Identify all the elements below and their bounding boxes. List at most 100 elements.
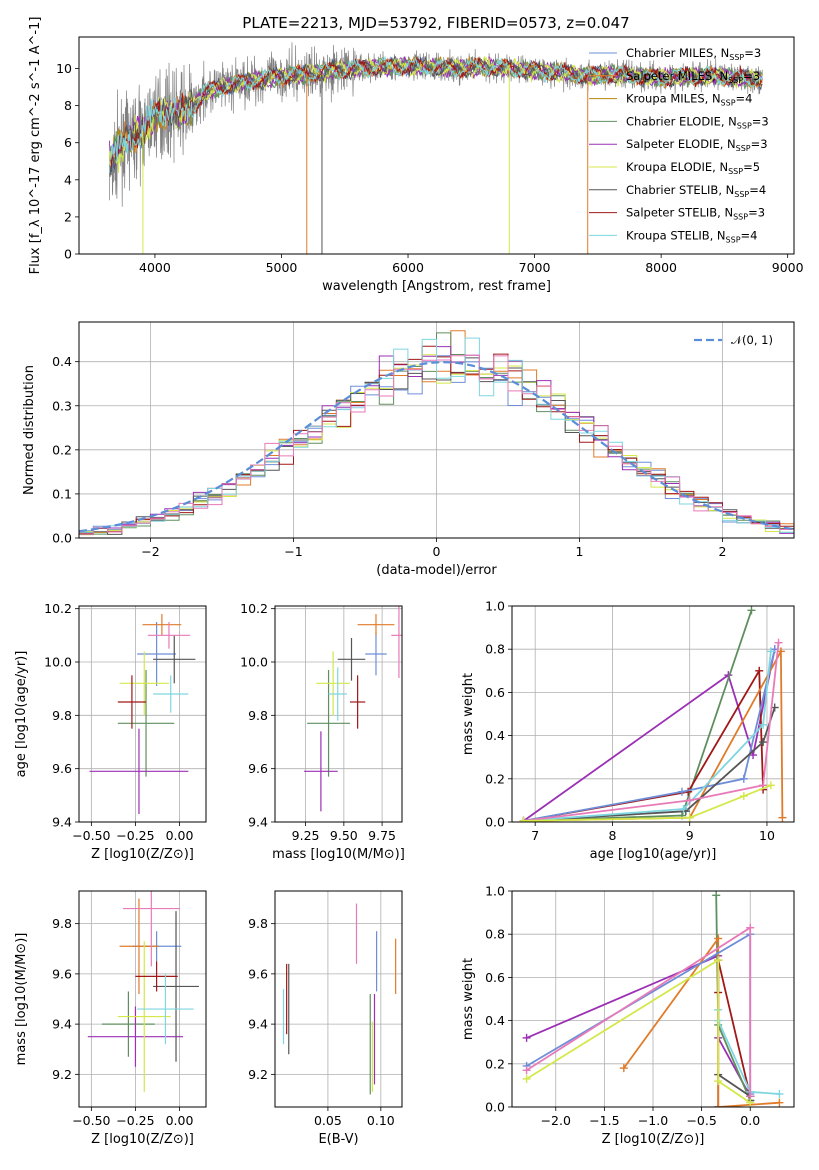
x-tick-label: 0.00 (166, 1113, 194, 1128)
y-tick-label: 0.3 (52, 398, 72, 413)
plot-area-mass-weight-vs-age (519, 606, 787, 822)
axes-frame (78, 605, 207, 823)
x-tick-label: 2 (719, 544, 727, 559)
mass-weight-line (523, 649, 776, 822)
x-tick-label: 0.05 (314, 1113, 342, 1128)
x-tick-label: 6000 (392, 260, 424, 275)
model-spectrum-line (108, 55, 763, 174)
mass-weight-line (715, 895, 752, 1101)
y-tick-label: 0.4 (485, 1013, 505, 1028)
mass-weight-marker (775, 1098, 784, 1107)
mass-weight-line (523, 651, 772, 822)
y-tick-label: 9.8 (52, 916, 72, 931)
plot-area-mass-weight-vs-Z (522, 891, 784, 1107)
y-tick-label: 10.0 (44, 655, 72, 670)
x-tick-label: 5000 (266, 260, 298, 275)
mass-weight-marker (714, 1103, 723, 1107)
y-tick-label: 1.0 (485, 599, 505, 614)
y-tick-label: 9.8 (248, 916, 268, 931)
mass-weight-marker (712, 891, 721, 900)
legend-entry: Kroupa STELIB, NSSP=4 (626, 228, 757, 244)
x-tick-label: −1.5 (589, 1113, 619, 1128)
x-tick-label: 0 (433, 544, 441, 559)
y-axis-label: Flux [f_λ 10^-17 erg cm^-2 s^-1 A^-1] (28, 17, 43, 275)
y-tick-label: 9.6 (52, 966, 72, 981)
x-tick-label: 9.25 (292, 828, 320, 843)
panel-age-vs-Z: −0.50 −0.25 0.00 9.4 9.6 9.8 10.0 10.2 Z [log10(… (14, 601, 207, 862)
y-tick-label: 0.4 (485, 728, 505, 743)
legend-entry: Kroupa ELODIE, NSSP=5 (626, 160, 760, 176)
panel-age-vs-mass: 9.25 9.50 9.75 9.4 9.6 9.8 10.0 10.2 mass [log10… (240, 601, 405, 862)
y-axis-label: mass weight (461, 958, 476, 1040)
mass-weight-line (523, 642, 780, 822)
x-tick-label: −0.25 (116, 828, 154, 843)
y-tick-label: 9.4 (248, 1017, 268, 1032)
panel-spectrum: Chabrier MILES, NSSP=3 Salpeter MILES, NS… (28, 17, 804, 294)
x-tick-label: −1.0 (638, 1113, 668, 1128)
y-tick-label: 6 (64, 135, 72, 150)
y-axis-label: Normed distribution (22, 365, 37, 495)
y-tick-label: 9.4 (248, 815, 268, 830)
plot-area-age-vs-Z (89, 614, 196, 814)
mass-weight-marker (679, 805, 688, 814)
y-tick-label: 0.4 (52, 354, 72, 369)
mass-weight-line (523, 610, 753, 822)
mass-weight-line (523, 648, 776, 822)
x-axis-label: Z [log10(Z/Z⊙)] (91, 847, 194, 862)
y-tick-label: 0.8 (485, 642, 505, 657)
mass-weight-marker (759, 738, 768, 747)
y-tick-label: 10 (56, 61, 72, 76)
mass-weight-marker (739, 792, 748, 801)
mass-weight-marker (739, 774, 748, 783)
legend-entry: Chabrier STELIB, NSSP=4 (626, 183, 766, 199)
mass-weight-marker (714, 934, 723, 943)
legend-entry: Salpeter MILES, NSSP=3 (626, 69, 760, 85)
y-tick-label: 0.0 (52, 531, 72, 546)
y-tick-label: 9.2 (52, 1067, 72, 1082)
x-tick-label: 8 (608, 828, 616, 843)
mass-weight-marker (774, 638, 783, 647)
model-spectrum-line (108, 55, 763, 173)
y-tick-label: 9.6 (248, 966, 268, 981)
axes-frame (78, 890, 207, 1108)
model-spectrum-line (108, 57, 763, 162)
y-axis-label: mass weight (461, 673, 476, 755)
y-tick-label: 9.4 (52, 815, 72, 830)
mass-weight-marker (677, 787, 686, 796)
x-tick-label: 7 (531, 828, 539, 843)
x-tick-label: −1 (284, 544, 302, 559)
y-axis-label: age [log10(age/yr)] (14, 651, 29, 778)
mass-weight-marker (766, 647, 775, 656)
mass-weight-marker (522, 1033, 531, 1042)
mass-weight-marker (522, 1074, 531, 1083)
residual-histogram (79, 354, 794, 535)
y-tick-label: 10.0 (240, 655, 268, 670)
axes-frame (274, 605, 403, 823)
legend-entry: Chabrier ELODIE, NSSP=3 (626, 114, 769, 130)
y-tick-label: 0.6 (485, 970, 505, 985)
mass-weight-marker (746, 923, 755, 932)
axes-frame (511, 605, 795, 823)
x-tick-label: 0.0 (740, 1113, 760, 1128)
mass-weight-marker (522, 1066, 531, 1075)
x-tick-label: 9.50 (330, 828, 358, 843)
mass-weight-line (526, 958, 751, 1104)
x-tick-label: −0.50 (72, 1113, 110, 1128)
legend-entry: Kroupa MILES, NSSP=4 (626, 92, 752, 108)
x-tick-label: 1 (576, 544, 584, 559)
y-tick-label: 4 (64, 172, 72, 187)
mass-weight-marker (775, 1090, 784, 1099)
legend-entry: 𝒩(0, 1) (731, 333, 773, 347)
y-tick-label: 0.0 (485, 1100, 505, 1115)
panel-mass-weight-vs-age: 7 8 9 10 0.0 0.2 0.4 0.6 0.8 1.0 age [log10(age/yr… (461, 599, 795, 862)
x-tick-label: 0.00 (166, 828, 194, 843)
y-tick-label: 10.2 (240, 601, 268, 616)
mass-weight-marker (714, 956, 723, 965)
x-axis-label: Z [log10(Z/Z⊙)] (91, 1132, 194, 1147)
y-tick-label: 0.6 (485, 685, 505, 700)
y-tick-label: 9.4 (52, 1017, 72, 1032)
y-tick-label: 9.6 (52, 761, 72, 776)
mass-weight-marker (759, 720, 768, 729)
y-tick-label: 9.2 (248, 1067, 268, 1082)
